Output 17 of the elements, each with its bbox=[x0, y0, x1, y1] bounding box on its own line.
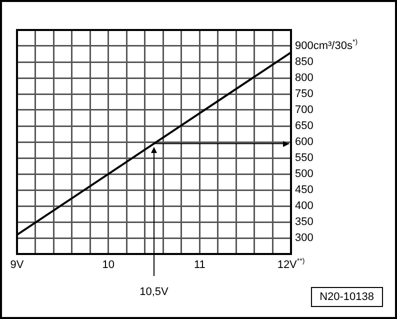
text: N20-10138 bbox=[310, 287, 383, 307]
y-tick-label: 450 bbox=[295, 184, 314, 196]
x-tick-label: 10 bbox=[102, 259, 114, 272]
y-tick-label: 850 bbox=[295, 56, 314, 68]
y-tick-label: 550 bbox=[295, 152, 314, 164]
y-tick-label: 500 bbox=[295, 168, 314, 180]
y-tick-label: 600 bbox=[295, 136, 314, 148]
x-tick-label: 11 bbox=[194, 259, 206, 272]
y-tick-label: 650 bbox=[295, 120, 314, 132]
y-tick-label: 750 bbox=[295, 88, 314, 100]
ref-line-label: 10,5V bbox=[140, 286, 170, 298]
y-tick-label: 800 bbox=[295, 72, 314, 84]
y-tick-label: 700 bbox=[295, 104, 314, 116]
y-tick-label: 400 bbox=[295, 200, 314, 212]
y-tick-label: 350 bbox=[295, 216, 314, 228]
y-tick-label: 300 bbox=[295, 232, 314, 244]
x-tick-label: 9V bbox=[10, 259, 24, 272]
